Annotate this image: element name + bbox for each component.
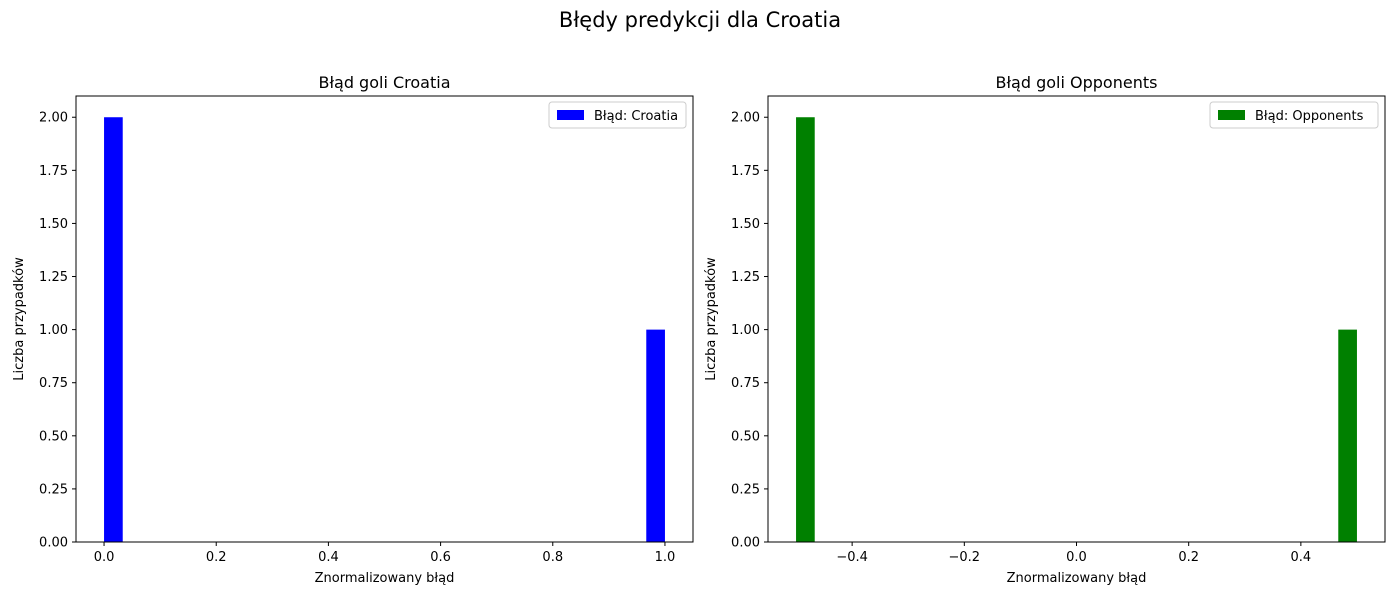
panel-1-ytick-label: 1.50	[39, 217, 68, 232]
panel-2-legend-swatch	[1218, 110, 1245, 120]
panel-1-xtick-label: 0.0	[94, 550, 115, 565]
panel-1-xtick-label: 1.0	[655, 550, 676, 565]
panel-2-legend-box	[1209, 101, 1379, 129]
panel-1-ytick-label: 1.25	[39, 270, 68, 285]
panel-2-axes-frame	[767, 95, 1386, 543]
panel-1-bar-1	[104, 117, 123, 542]
panel-2-xlabel: Znormalizowany błąd	[1007, 571, 1147, 586]
panel-2-xtick-label: 0.4	[1291, 550, 1312, 565]
panel-2-ytick-label: 1.50	[731, 217, 760, 232]
figure-suptitle: Błędy predykcji dla Croatia	[558, 8, 842, 32]
panel-2-ytick-label: 2.00	[731, 111, 760, 126]
panel-1-legend-box	[548, 101, 687, 129]
panel-2-bar-1	[796, 117, 815, 542]
panel-1-xtick-label: 0.8	[542, 550, 563, 565]
panel-1-bar-2	[646, 329, 665, 542]
panel-2-bar-2	[1338, 329, 1357, 542]
panel-1-axes-frame	[75, 95, 694, 543]
panel-1-title: Błąd goli Croatia	[318, 73, 450, 92]
panel-1-ytick-label: 2.00	[39, 111, 68, 126]
panel-1-xtick-label: 0.4	[318, 550, 339, 565]
panel-2-title: Błąd goli Opponents	[996, 73, 1158, 92]
panel-1-xlabel: Znormalizowany błąd	[315, 571, 455, 586]
panel-2-ytick-label: 1.25	[731, 270, 760, 285]
panel-1-ytick-label: 0.25	[39, 482, 68, 497]
panel-1-legend-swatch	[557, 110, 584, 120]
panel-1-ytick-label: 0.00	[39, 536, 68, 551]
panel-2-xtick-label: −0.2	[949, 550, 981, 565]
panel-2-xtick-label: −0.4	[836, 550, 868, 565]
panel-2-ytick-label: 0.75	[731, 376, 760, 391]
panel-1-ytick-label: 0.50	[39, 429, 68, 444]
panel-1-ylabel: Liczba przypadków	[12, 257, 27, 381]
panel-2-legend: Błąd: Opponents	[1209, 101, 1379, 129]
panel-1-ytick-label: 1.75	[39, 164, 68, 179]
panel-1-xtick-label: 0.6	[430, 550, 451, 565]
panel-2-ytick-label: 0.25	[731, 482, 760, 497]
panel-1-ytick-label: 1.00	[39, 323, 68, 338]
panel-2-legend-label: Błąd: Opponents	[1255, 109, 1364, 124]
panel-1-xtick-label: 0.2	[206, 550, 227, 565]
panel-2-ytick-label: 1.75	[731, 164, 760, 179]
panel-2-ytick-label: 0.50	[731, 429, 760, 444]
panel-2-ytick-label: 0.00	[731, 536, 760, 551]
panel-1-legend-label: Błąd: Croatia	[594, 109, 678, 124]
panel-1: 0.0 0.2 0.4 0.6 0.8 1.0 0.00 0.25 0.50 0.75 1.00 1.…	[12, 73, 694, 586]
panel-1-ytick-label: 0.75	[39, 376, 68, 391]
panel-1-legend: Błąd: Croatia	[548, 101, 687, 129]
panel-2-xtick-label: 0.0	[1066, 550, 1087, 565]
panel-2-ylabel: Liczba przypadków	[704, 257, 719, 381]
panel-2-xtick-label: 0.2	[1178, 550, 1199, 565]
panel-2: −0.4 −0.2 0.0 0.2 0.4 0.00 0.25 0.50 0.75 1.00 1.2…	[704, 73, 1386, 586]
panel-2-ytick-label: 1.00	[731, 323, 760, 338]
